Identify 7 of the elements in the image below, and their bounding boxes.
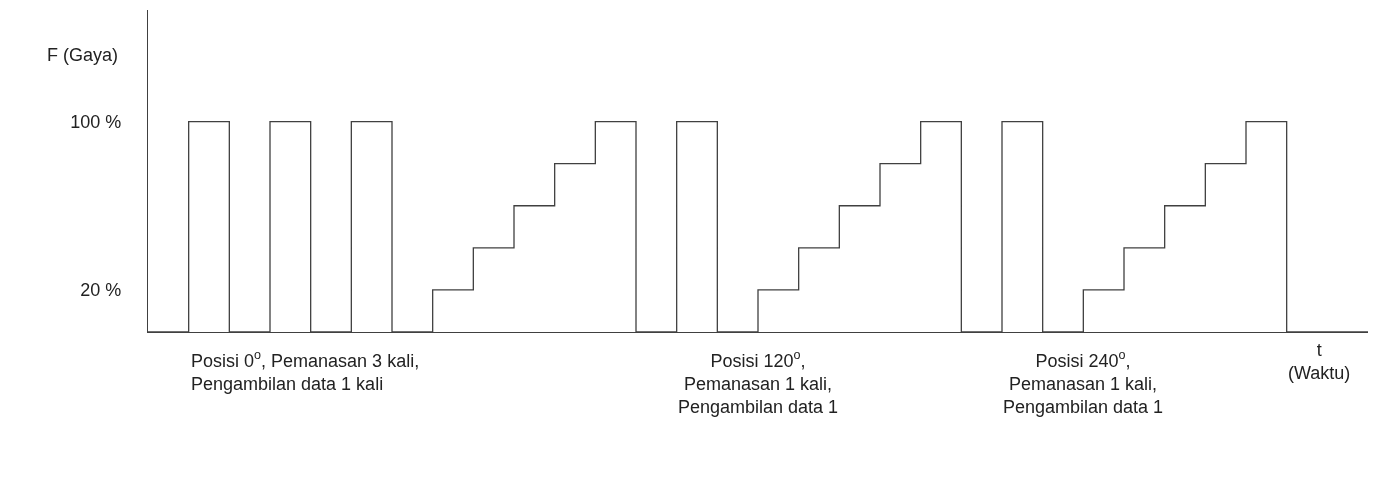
text: Posisi 120$^{o}$, Pemanasan 1 kali, Pengambilan data 1 bbox=[678, 348, 839, 418]
x-axis-title: t (Waktu) bbox=[1288, 340, 1351, 384]
y-tick-label: 100 % bbox=[70, 111, 122, 132]
y-axis-title: F (Gaya) bbox=[47, 45, 119, 65]
text: Posisi 240$^{o}$, Pemanasan 1 kali, Pengambilan data 1 bbox=[1003, 348, 1164, 418]
text: Posisi 0$^{o}$, Pemanasan 3 kali, Pengambilan data 1 kali bbox=[191, 348, 420, 394]
y-tick-label: 20 % bbox=[80, 280, 122, 301]
